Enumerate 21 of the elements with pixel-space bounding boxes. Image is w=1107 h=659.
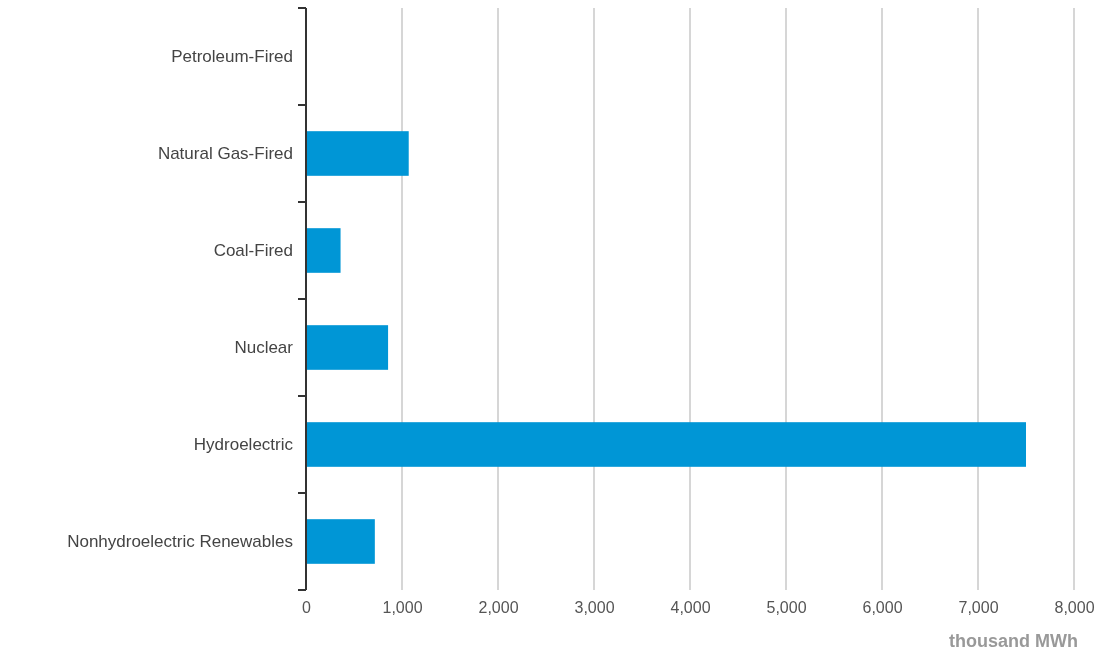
y-tick-label: Nonhydroelectric Renewables xyxy=(67,532,293,552)
bar xyxy=(306,131,409,176)
y-tick-label: Natural Gas-Fired xyxy=(157,144,293,164)
x-tick-label: 6,000 xyxy=(862,599,903,617)
y-tick-label: Coal-Fired xyxy=(213,241,293,261)
x-tick-label: 7,000 xyxy=(958,599,999,617)
x-tick-label: 1,000 xyxy=(382,599,423,617)
x-tick-label: 3,000 xyxy=(574,599,615,617)
bar xyxy=(306,519,375,564)
bar xyxy=(306,325,389,370)
x-tick-label: 5,000 xyxy=(766,599,807,617)
bar xyxy=(306,228,341,273)
y-tick-label: Hydroelectric xyxy=(193,435,294,455)
bar xyxy=(306,422,1026,467)
x-tick-label: 8,000 xyxy=(1054,599,1095,617)
y-tick-label: Petroleum-Fired xyxy=(171,47,293,67)
y-tick-label: Nuclear xyxy=(234,338,294,358)
x-tick-label: 2,000 xyxy=(478,599,519,617)
x-tick-label: 0 xyxy=(302,599,312,617)
x-axis-title: thousand MWh xyxy=(949,631,1078,651)
x-tick-label: 4,000 xyxy=(670,599,711,617)
